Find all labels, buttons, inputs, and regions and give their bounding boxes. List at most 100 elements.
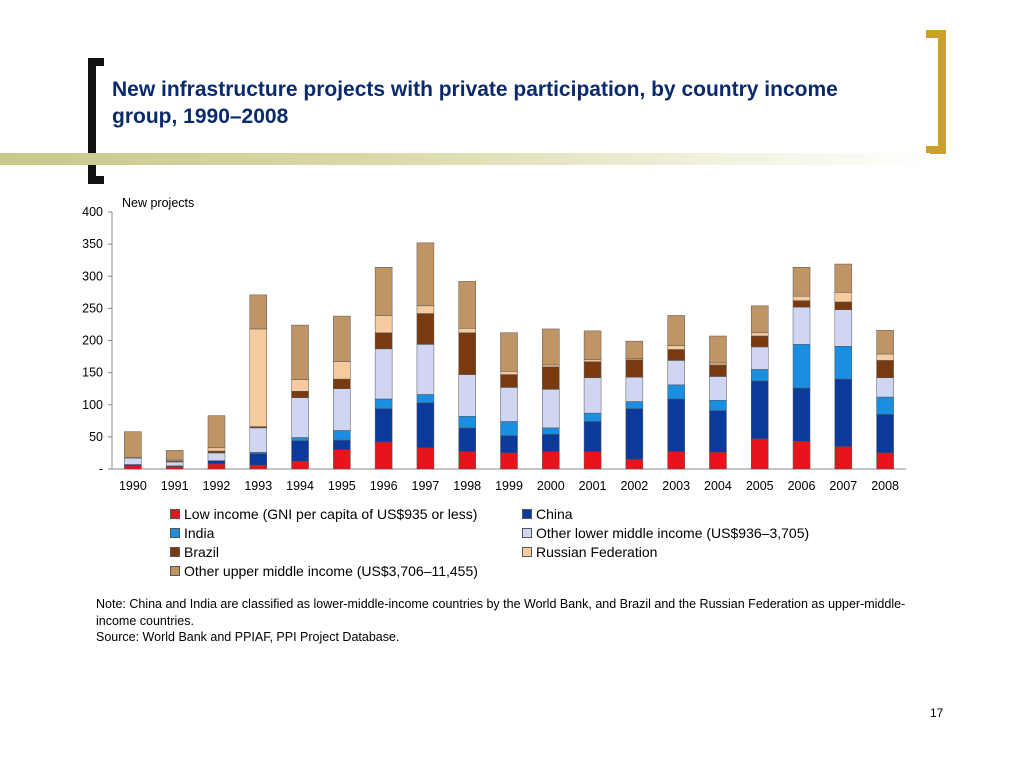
legend-swatch: [522, 528, 532, 538]
bar-segment: [374, 267, 393, 316]
y-tick-label: 250: [82, 301, 103, 315]
bar-segment: [458, 328, 476, 334]
bar-segment: [458, 281, 476, 329]
left-bracket-decoration: [88, 58, 104, 184]
bar-segment: [458, 416, 476, 429]
bar-segment: [750, 369, 769, 382]
x-tick-label: 1999: [495, 479, 523, 493]
bar-segment: [165, 461, 184, 467]
bar-segment: [625, 459, 644, 470]
bar-segment: [667, 451, 685, 470]
x-tick-label: 1995: [328, 479, 356, 493]
x-tick-label: 1991: [161, 479, 189, 493]
bar-segment: [792, 267, 811, 297]
bar-segment: [249, 427, 268, 453]
bar-segment: [625, 408, 644, 460]
y-tick-label: 300: [82, 269, 103, 283]
bar-segment: [876, 414, 894, 454]
x-tick-label: 2005: [746, 479, 774, 493]
x-tick-label: 1993: [244, 479, 272, 493]
bar-segment: [876, 329, 894, 355]
bar-segment: [667, 398, 685, 452]
bar-segment: [876, 396, 894, 415]
x-tick-label: 2004: [704, 479, 732, 493]
bar-segment: [249, 328, 268, 427]
bar-segment: [709, 452, 727, 470]
bar-segment: [834, 301, 853, 310]
bar-segment: [750, 305, 769, 334]
bar-segment: [542, 451, 560, 470]
legend-item: India: [170, 524, 214, 542]
bar-segment: [333, 388, 351, 431]
bar-segment: [249, 464, 268, 470]
legend-label: India: [184, 525, 215, 541]
bar-segment: [500, 332, 518, 372]
bar-segment: [291, 437, 309, 441]
x-tick-label: 2003: [662, 479, 690, 493]
bar-segment: [625, 340, 644, 359]
legend-label: Brazil: [184, 544, 220, 560]
bar-segment: [625, 359, 644, 378]
y-tick-label: 400: [82, 205, 103, 219]
bar-segment: [291, 461, 309, 470]
bar-segment: [709, 364, 727, 377]
y-tick-label: 100: [82, 398, 103, 412]
bar-segment: [291, 397, 309, 438]
legend-item: Other lower middle income (US$936–3,705): [522, 524, 809, 542]
bar-segment: [709, 410, 727, 453]
bar-segment: [416, 402, 435, 449]
bar-segment: [500, 452, 518, 470]
bar-segment: [750, 346, 769, 370]
legend-item: Low income (GNI per capita of US$935 or …: [170, 505, 477, 523]
bar-segment: [583, 377, 602, 414]
bar-segment: [416, 344, 435, 395]
legend-label: Low income (GNI per capita of US$935 or …: [184, 506, 478, 522]
source-text: Source: World Bank and PPIAF, PPI Projec…: [96, 630, 400, 644]
x-tick-label: 2000: [537, 479, 565, 493]
bar-segment: [876, 377, 894, 398]
bar-segment: [542, 364, 560, 368]
bar-segment: [374, 408, 393, 443]
x-tick-label: 1990: [119, 479, 147, 493]
bar-segment: [333, 378, 351, 389]
y-tick-label: 200: [82, 334, 103, 348]
bar-segment: [750, 335, 769, 348]
bar-segment: [165, 450, 184, 460]
note-text: Note: China and India are classified as …: [96, 597, 906, 628]
bar-segment: [792, 295, 811, 301]
legend-label: Russian Federation: [536, 544, 658, 560]
bar-segment: [792, 441, 811, 470]
bar-segment: [750, 332, 769, 337]
bar-segment: [249, 294, 268, 330]
legend-swatch: [170, 547, 180, 557]
x-tick-label: 2006: [788, 479, 816, 493]
bar-segment: [124, 465, 142, 470]
bar-segment: [374, 441, 393, 470]
bar-segment: [291, 379, 309, 392]
bar-segment: [583, 361, 602, 379]
bar-segment: [709, 335, 727, 364]
bar-segment: [500, 421, 518, 436]
bar-segment: [291, 391, 309, 398]
legend-label: China: [536, 506, 573, 522]
bar-segment: [667, 315, 685, 346]
x-tick-label: 2001: [579, 479, 607, 493]
bar-segment: [750, 380, 769, 440]
legend-item: Other upper middle income (US$3,706–11,4…: [170, 562, 478, 580]
bar-segment: [500, 387, 518, 422]
bar-segment: [834, 292, 853, 303]
legend-swatch: [170, 566, 180, 576]
legend-item: Russian Federation: [522, 543, 657, 561]
bar-segment: [542, 434, 560, 452]
bar-segment: [876, 360, 894, 379]
bar-segment: [374, 398, 393, 409]
bar-segment: [333, 315, 351, 362]
bar-segment: [667, 349, 685, 361]
bar-segment: [876, 353, 894, 361]
bar-segment: [792, 344, 811, 389]
slide-title: New infrastructure projects with private…: [112, 78, 838, 128]
bar-segment: [625, 376, 644, 402]
y-tick-label: 150: [82, 366, 103, 380]
bar-segment: [834, 309, 853, 347]
y-tick-label: 350: [82, 237, 103, 251]
